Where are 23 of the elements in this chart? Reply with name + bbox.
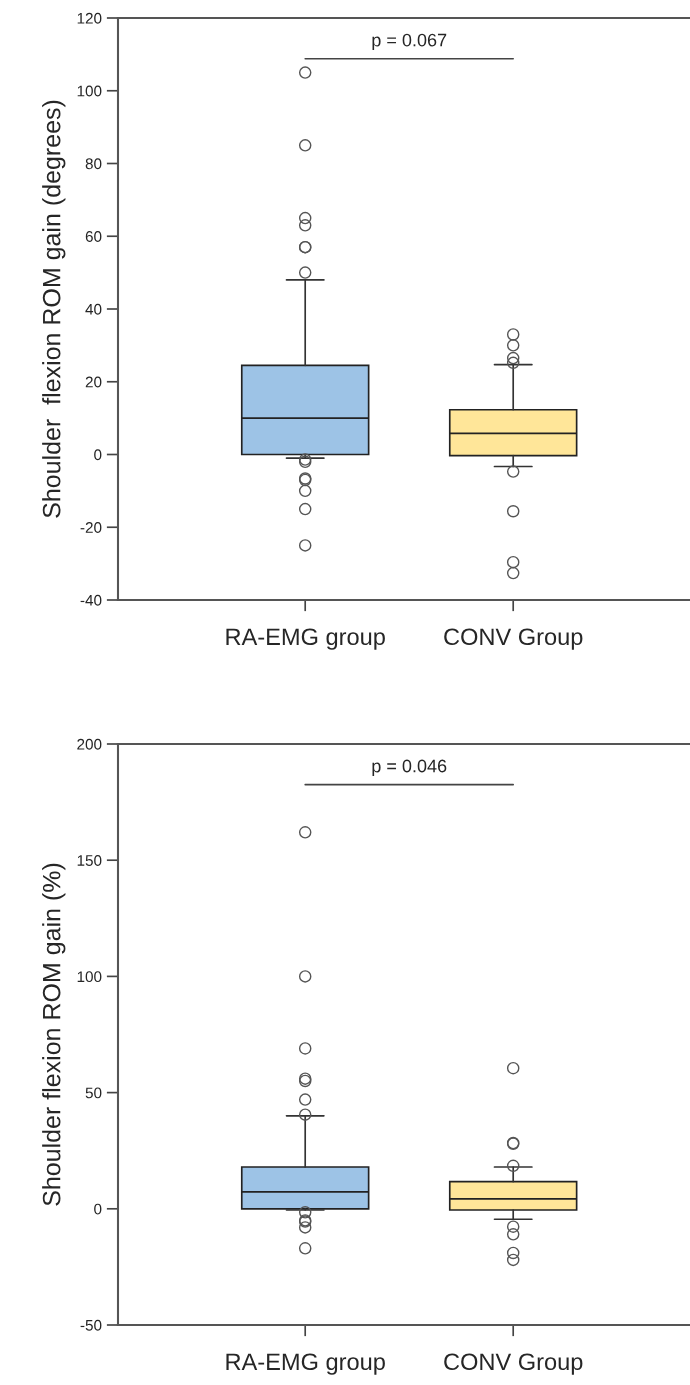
y-tick-label: -20	[80, 522, 102, 533]
y-tick-label: 0	[94, 1203, 102, 1215]
x-tick-label: RA-EMG group	[226, 628, 385, 650]
annotation: p = 0.046	[372, 759, 447, 776]
y-tick-label: 100	[77, 971, 102, 983]
x-tick-label: CONV Group	[444, 1353, 583, 1375]
y-tick-label: -40	[80, 594, 102, 606]
y-tick-label: 40	[85, 303, 102, 315]
y-tick-label: 100	[77, 85, 102, 97]
y-tick-label: 20	[85, 376, 102, 388]
y-tick-label: 60	[85, 231, 102, 242]
y-axis-title: Shoulder flexion ROM gain (%)	[42, 863, 66, 1206]
y-tick-label: 150	[77, 855, 102, 866]
x-tick-label: RA-EMG group	[226, 1353, 385, 1375]
y-tick-label: -50	[80, 1319, 102, 1331]
y-tick-label: 200	[77, 738, 102, 750]
y-axis-title: Shoulder flexion ROM gain (degrees)	[42, 100, 66, 518]
y-tick-label: 0	[94, 449, 102, 461]
x-tick-label: CONV Group	[444, 628, 583, 650]
y-tick-label: 120	[77, 12, 102, 24]
y-tick-label: 50	[85, 1087, 102, 1099]
annotation: p = 0.067	[372, 33, 447, 51]
y-tick-label: 80	[85, 158, 102, 170]
